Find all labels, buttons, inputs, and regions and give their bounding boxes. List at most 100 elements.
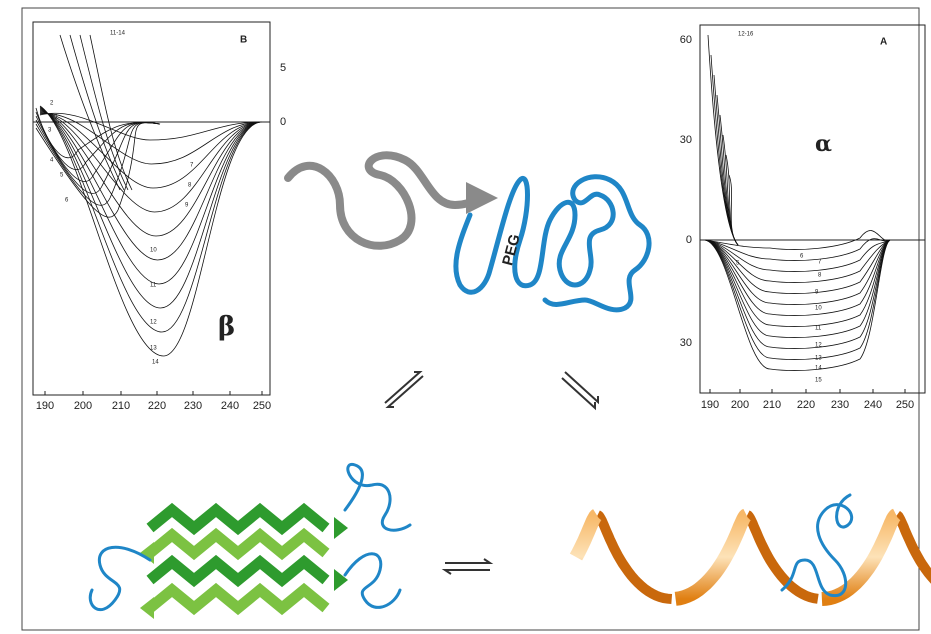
spectrum-curve xyxy=(704,230,891,250)
strand-head xyxy=(140,542,154,564)
curve-label: 10 xyxy=(150,248,157,254)
spectrum-curve xyxy=(704,239,891,349)
curve-label: 12-16 xyxy=(738,32,754,38)
curve-label: 6 xyxy=(65,198,69,204)
x-tick-label: 200 xyxy=(731,399,749,411)
curve-label: 13 xyxy=(815,356,822,362)
y-tick-label: 0 xyxy=(686,234,692,246)
curve-label: 7 xyxy=(190,163,194,169)
spectrum-curve xyxy=(39,108,263,285)
helix-front xyxy=(569,508,901,606)
frame xyxy=(21,7,920,631)
beta-strand xyxy=(146,582,330,616)
curve-label: 14 xyxy=(815,366,822,372)
spectrum-curve xyxy=(704,239,891,283)
curve-label: 5 xyxy=(60,173,64,179)
x-tick-label: 230 xyxy=(831,399,849,411)
spectrum-curve xyxy=(704,239,891,305)
curve-label: 14 xyxy=(152,360,159,366)
curve-label: 11-14 xyxy=(110,31,126,37)
spectrum-curve xyxy=(39,109,263,261)
beta-strand xyxy=(146,502,330,536)
spectrum-curve xyxy=(704,239,891,294)
curve-label: 9 xyxy=(815,290,819,296)
x-tick-label: 210 xyxy=(763,399,781,411)
curve-label: 13 xyxy=(150,346,157,352)
x-tick-label: 200 xyxy=(74,400,92,412)
curve-label: 12 xyxy=(815,343,822,349)
spectrum-curve xyxy=(69,34,125,191)
left-plot-box xyxy=(32,21,271,396)
panel-label: A xyxy=(880,37,887,48)
x-tick-label: 240 xyxy=(221,400,239,412)
curve-label: 5 xyxy=(736,261,740,267)
y-tick-label: 30 xyxy=(680,337,692,349)
spectrum-curve xyxy=(704,239,891,327)
spectrum-curve xyxy=(39,112,263,141)
x-tick-label: 190 xyxy=(36,400,54,412)
y-tick-label: 5 xyxy=(280,62,286,74)
peg-coil xyxy=(453,174,652,313)
spectrum-curve xyxy=(704,238,891,261)
spectrum-curve xyxy=(39,110,263,237)
curve-label: 15 xyxy=(815,378,822,384)
x-tick-label: 210 xyxy=(112,400,130,412)
spectrum-curve xyxy=(35,122,161,206)
alpha-symbol: α xyxy=(815,131,832,157)
curve-label: 2 xyxy=(50,101,54,107)
spectrum-curve xyxy=(59,34,121,191)
spectrum-curve xyxy=(39,113,263,165)
curve-label: 8 xyxy=(818,273,822,279)
spectrum-curve xyxy=(39,111,263,213)
beta-sheet xyxy=(140,502,348,619)
spectrum-curve xyxy=(35,119,161,194)
strand-head xyxy=(334,517,348,539)
curve-label: 9 xyxy=(185,203,189,209)
spectrum-curve xyxy=(39,105,263,357)
x-tick-label: 220 xyxy=(797,399,815,411)
curve-label: 3 xyxy=(48,128,52,134)
y-tick-label: 0 xyxy=(280,116,286,128)
curve-label: 8 xyxy=(188,183,192,189)
spectrum-curve xyxy=(704,239,891,338)
chain-arrow xyxy=(284,151,498,250)
x-tick-label: 250 xyxy=(896,399,914,411)
curve-label: 11 xyxy=(815,326,822,332)
curve-label: 12 xyxy=(150,320,157,326)
beta-coils xyxy=(88,463,412,612)
spectra xyxy=(35,34,891,371)
curve-label: 10 xyxy=(815,306,822,312)
spectrum-curve xyxy=(704,239,891,272)
curve-label: 6 xyxy=(800,254,804,260)
alpha-helix xyxy=(569,508,931,606)
x-tick-label: 190 xyxy=(701,399,719,411)
spectrum-curve xyxy=(35,122,161,218)
curve-label: 11 xyxy=(150,283,157,289)
strand-head xyxy=(334,569,348,591)
spectrum-curve xyxy=(39,106,263,333)
spectrum-curve xyxy=(704,239,891,360)
helix-back xyxy=(595,510,931,604)
spectrum-curve xyxy=(79,34,129,191)
beta-strand xyxy=(146,527,330,561)
y-tick-label: 30 xyxy=(680,134,692,146)
x-tick-label: 220 xyxy=(148,400,166,412)
spectrum-curve xyxy=(39,107,263,309)
spectrum-curve xyxy=(39,112,263,189)
y-tick-label: 60 xyxy=(680,34,692,46)
peg-label: PEG xyxy=(499,232,524,267)
spectrum-curve xyxy=(707,34,739,246)
right-plot-box xyxy=(699,24,926,394)
x-tick-label: 230 xyxy=(184,400,202,412)
strand-head xyxy=(140,597,154,619)
curve-label: 1 xyxy=(55,115,59,121)
curve-label: 7 xyxy=(818,260,822,266)
spectrum-curve xyxy=(35,111,161,171)
panel-label: B xyxy=(240,35,247,46)
beta-symbol: β xyxy=(218,312,235,342)
spectrum-curve xyxy=(704,239,891,371)
x-tick-label: 250 xyxy=(253,400,271,412)
beta-strand xyxy=(146,554,330,588)
